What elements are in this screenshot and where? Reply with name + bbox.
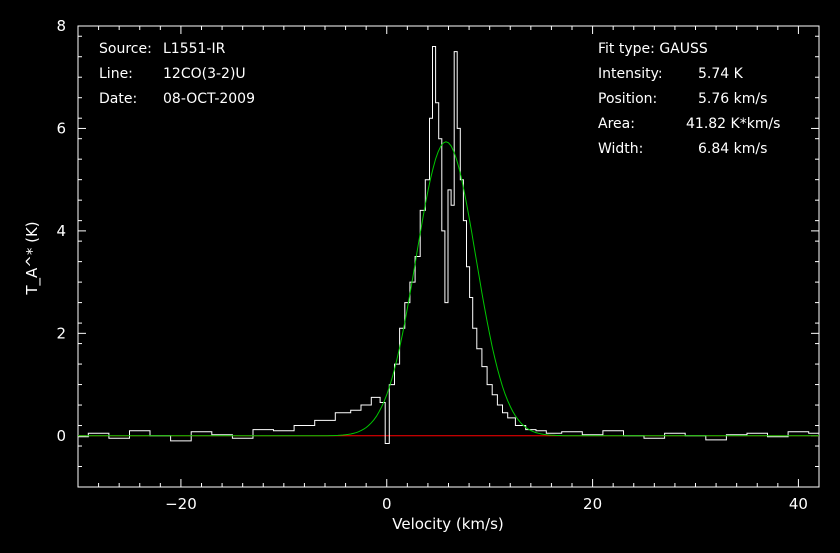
axis-ticks [77, 25, 820, 488]
area-label: Area: [598, 116, 635, 132]
position-value: 5.76 km/s [698, 91, 768, 107]
position-label: Position: [598, 91, 658, 107]
line-value: 12CO(3-2)U [163, 66, 246, 82]
source-label: Source: [99, 41, 152, 57]
intensity-label: Intensity: [598, 66, 663, 82]
y-axis-label: T_A^* (K) [23, 221, 42, 295]
intensity-value: 5.74 K [698, 66, 743, 82]
x-tick-label: 20 [583, 495, 602, 513]
x-axis-label: Velocity (km/s) [392, 515, 503, 533]
area-value: 41.82 K*km/s [686, 116, 781, 132]
y-tick-label: 8 [56, 17, 66, 35]
gaussian-fit-line [78, 141, 819, 437]
y-tick-label: 4 [56, 222, 66, 240]
source-value: L1551-IR [163, 41, 226, 57]
y-tick-label: 6 [56, 119, 66, 137]
spectrum-line [78, 46, 819, 444]
width-label: Width: [598, 141, 644, 157]
y-tick-label: 0 [56, 427, 66, 445]
y-tick-label: 2 [56, 324, 66, 342]
width-value: 6.84 km/s [698, 141, 768, 157]
fit-type-text: Fit type: GAUSS [598, 41, 708, 57]
tick-labels: −20 0 20 40 0 2 4 6 8 [56, 17, 808, 513]
line-label: Line: [99, 66, 133, 82]
date-value: 08-OCT-2009 [163, 91, 255, 107]
x-tick-label: 40 [789, 495, 808, 513]
x-tick-label: −20 [165, 495, 197, 513]
x-tick-label: 0 [382, 495, 392, 513]
date-label: Date: [99, 91, 138, 107]
